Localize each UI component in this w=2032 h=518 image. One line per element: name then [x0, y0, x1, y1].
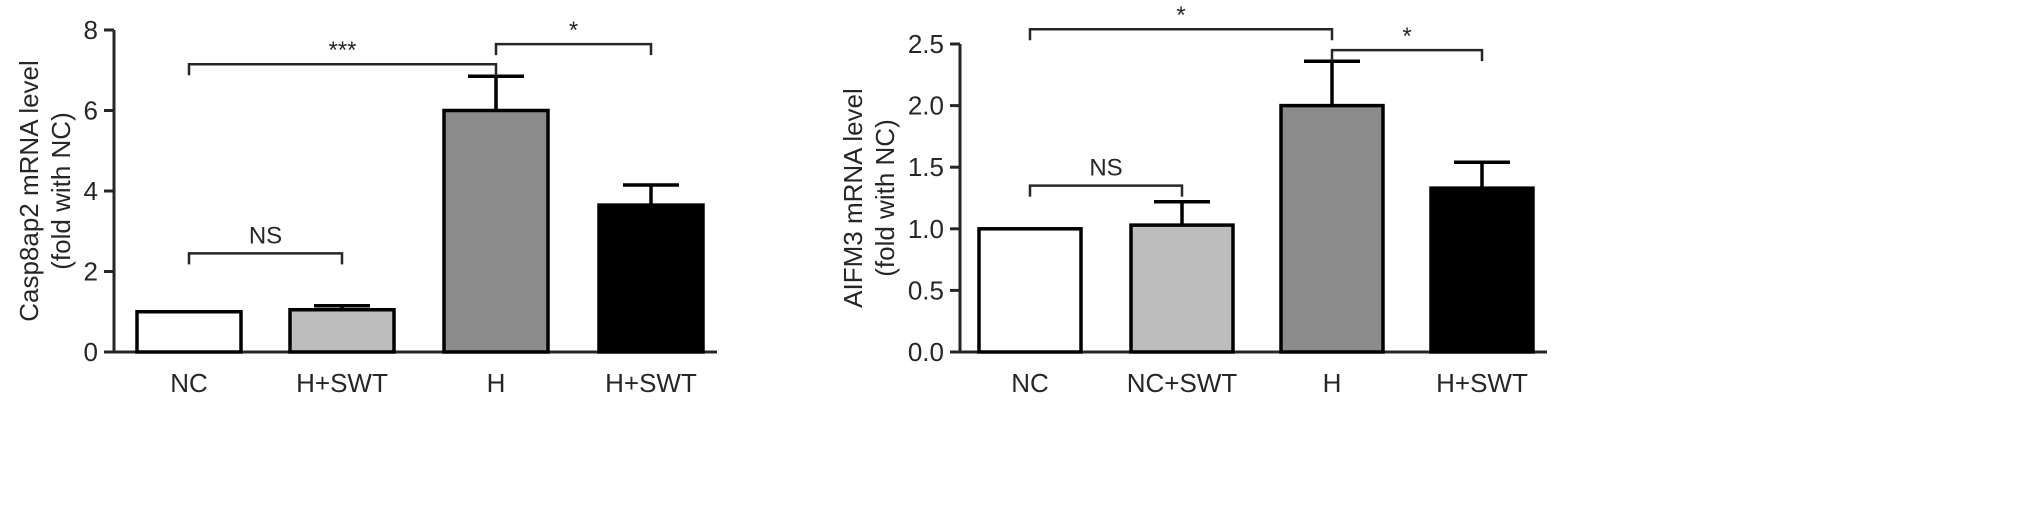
significance-bracket [494, 42, 653, 56]
x-category-label: H+SWT [296, 368, 388, 398]
significance-bracket [187, 62, 498, 76]
y-axis-label-line1: AIFM3 mRNA level [838, 88, 868, 308]
significance-bracket [1028, 27, 1334, 41]
x-category-label: NC [170, 368, 208, 398]
bar [597, 203, 705, 354]
x-category-label: NC+SWT [1127, 368, 1238, 398]
y-tick-label: 0.5 [908, 275, 944, 305]
significance-label: NS [1089, 155, 1122, 182]
y-tick-label: 4 [84, 176, 98, 206]
chart-panel-casp8ap2: 0 2 4 6 8 Casp8ap2 mRNA level (fold with NC) NC… [14, 15, 717, 398]
y-tick-label: 0 [84, 337, 98, 367]
y-tick-label: 2.5 [908, 29, 944, 59]
y-tick-label: 1.0 [908, 214, 944, 244]
bar [1279, 103, 1385, 354]
y-axis-label-line2: (fold with NC) [870, 119, 900, 276]
bar [977, 227, 1083, 354]
y-tick-label: 1.5 [908, 152, 944, 182]
y-tick-label: 6 [84, 96, 98, 126]
x-category-label: H+SWT [605, 368, 697, 398]
y-tick-label: 8 [84, 15, 98, 45]
significance-bracket [187, 252, 344, 265]
x-category-label: NC [1011, 368, 1049, 398]
bar [288, 307, 396, 354]
chart-panel-aifm3: 0.0 0.5 1.0 1.5 2.0 2.5 AIFM3 mRNA level (fold … [838, 2, 1547, 398]
bar [135, 310, 243, 354]
bar [1129, 223, 1235, 354]
x-category-label: H [1323, 368, 1342, 398]
y-tick-label: 2.0 [908, 91, 944, 121]
significance-bracket [1330, 48, 1484, 62]
y-axis-label-line2: (fold with NC) [46, 112, 76, 269]
y-tick-label: 0.0 [908, 337, 944, 367]
x-category-label: H+SWT [1436, 368, 1528, 398]
significance-label: *** [328, 37, 356, 64]
bar [442, 108, 550, 354]
significance-label: * [1402, 23, 1411, 50]
bar [1429, 186, 1535, 354]
significance-bracket [1028, 184, 1184, 197]
significance-label: * [1176, 2, 1185, 29]
x-category-label: H [487, 368, 506, 398]
y-axis-label-line1: Casp8ap2 mRNA level [14, 60, 44, 322]
y-tick-label: 2 [84, 257, 98, 287]
significance-label: * [569, 17, 578, 44]
significance-label: NS [249, 222, 282, 249]
